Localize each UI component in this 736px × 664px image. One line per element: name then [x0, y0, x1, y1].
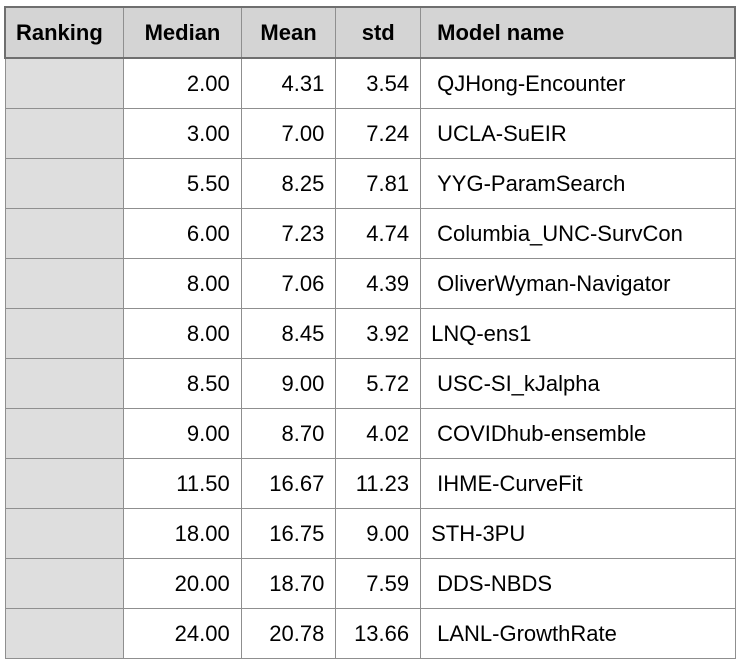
model-name-cell: STH-3PU — [420, 508, 736, 559]
ranking-cell — [4, 408, 125, 459]
ranking-cell — [4, 508, 125, 559]
table-row: 2.00 4.31 3.54 QJHong-Encounter — [4, 57, 736, 109]
median-cell: 8.00 — [123, 258, 242, 309]
mean-cell: 7.23 — [240, 208, 337, 259]
table-row: 3.00 7.00 7.24 UCLA-SuEIR — [4, 108, 736, 159]
ranking-cell — [4, 358, 125, 409]
table-row: 24.00 20.78 13.66 LANL-GrowthRate — [4, 608, 736, 659]
model-name-cell: UCLA-SuEIR — [420, 108, 736, 159]
header-std: std — [335, 6, 422, 59]
std-cell: 9.00 — [335, 508, 422, 559]
table-row: 8.00 8.45 3.92 LNQ-ens1 — [4, 308, 736, 359]
mean-cell: 16.67 — [240, 458, 337, 509]
mean-cell: 7.00 — [240, 108, 337, 159]
ranking-cell — [4, 208, 125, 259]
table-row: 8.00 7.06 4.39 OliverWyman-Navigator — [4, 258, 736, 309]
model-name-cell: OliverWyman-Navigator — [420, 258, 736, 309]
table-row: 8.50 9.00 5.72 USC-SI_kJalpha — [4, 358, 736, 409]
std-cell: 5.72 — [335, 358, 422, 409]
median-cell: 18.00 — [123, 508, 242, 559]
std-cell: 13.66 — [335, 608, 422, 659]
table-row: 11.50 16.67 11.23 IHME-CurveFit — [4, 458, 736, 509]
median-cell: 5.50 — [123, 158, 242, 209]
model-name-cell: Columbia_UNC-SurvCon — [420, 208, 736, 259]
mean-cell: 8.45 — [240, 308, 337, 359]
mean-cell: 4.31 — [240, 57, 337, 109]
std-cell: 7.24 — [335, 108, 422, 159]
table-row: 18.00 16.75 9.00 STH-3PU — [4, 508, 736, 559]
ranking-cell — [4, 108, 125, 159]
ranking-cell — [4, 258, 125, 309]
model-name-cell: COVIDhub-ensemble — [420, 408, 736, 459]
std-cell: 4.39 — [335, 258, 422, 309]
ranking-cell — [4, 608, 125, 659]
model-name-cell: USC-SI_kJalpha — [420, 358, 736, 409]
ranking-cell — [4, 158, 125, 209]
mean-cell: 16.75 — [240, 508, 337, 559]
mean-cell: 18.70 — [240, 558, 337, 609]
std-cell: 11.23 — [335, 458, 422, 509]
median-cell: 9.00 — [123, 408, 242, 459]
header-model-name: Model name — [420, 6, 736, 59]
median-cell: 24.00 — [123, 608, 242, 659]
table-body: 2.00 4.31 3.54 QJHong-Encounter 3.00 7.00 7.24… — [4, 57, 736, 659]
std-cell: 4.02 — [335, 408, 422, 459]
mean-cell: 9.00 — [240, 358, 337, 409]
table-row: 6.00 7.23 4.74 Columbia_UNC-SurvCon — [4, 208, 736, 259]
std-cell: 7.81 — [335, 158, 422, 209]
model-name-cell: QJHong-Encounter — [420, 57, 736, 109]
median-cell: 2.00 — [123, 57, 242, 109]
ranking-cell — [4, 558, 125, 609]
median-cell: 20.00 — [123, 558, 242, 609]
std-cell: 3.54 — [335, 57, 422, 109]
model-name-cell: IHME-CurveFit — [420, 458, 736, 509]
mean-cell: 8.70 — [240, 408, 337, 459]
header-ranking: Ranking — [4, 6, 125, 59]
std-cell: 4.74 — [335, 208, 422, 259]
ranking-cell — [4, 458, 125, 509]
header-median: Median — [123, 6, 242, 59]
median-cell: 6.00 — [123, 208, 242, 259]
model-name-cell: LANL-GrowthRate — [420, 608, 736, 659]
header-row: Ranking Median Mean std Model name — [4, 6, 736, 59]
mean-cell: 20.78 — [240, 608, 337, 659]
model-name-cell: DDS-NBDS — [420, 558, 736, 609]
median-cell: 3.00 — [123, 108, 242, 159]
table-row: 20.00 18.70 7.59 DDS-NBDS — [4, 558, 736, 609]
table-row: 5.50 8.25 7.81 YYG-ParamSearch — [4, 158, 736, 209]
median-cell: 11.50 — [123, 458, 242, 509]
median-cell: 8.50 — [123, 358, 242, 409]
table-row: 9.00 8.70 4.02 COVIDhub-ensemble — [4, 408, 736, 459]
std-cell: 3.92 — [335, 308, 422, 359]
ranking-cell — [4, 308, 125, 359]
mean-cell: 7.06 — [240, 258, 337, 309]
model-ranking-table: Ranking Median Mean std Model name 2.00 4… — [4, 6, 736, 659]
median-cell: 8.00 — [123, 308, 242, 359]
mean-cell: 8.25 — [240, 158, 337, 209]
std-cell: 7.59 — [335, 558, 422, 609]
ranking-cell — [4, 57, 125, 109]
model-name-cell: LNQ-ens1 — [420, 308, 736, 359]
model-name-cell: YYG-ParamSearch — [420, 158, 736, 209]
header-mean: Mean — [240, 6, 337, 59]
